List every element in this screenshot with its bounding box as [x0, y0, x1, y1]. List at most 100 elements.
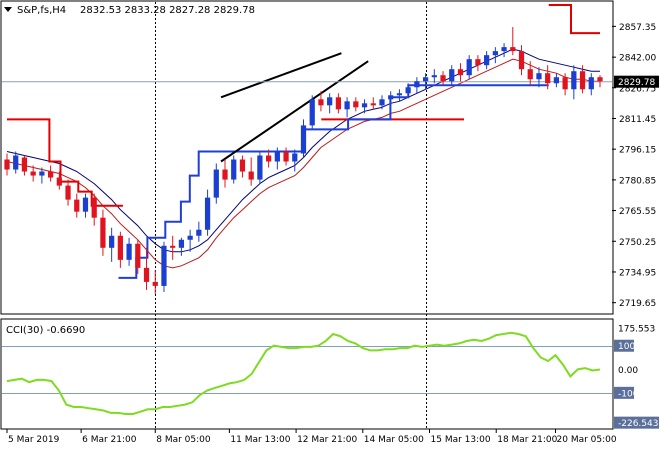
- candle: [231, 155, 237, 184]
- candle: [422, 73, 429, 90]
- candle-body: [65, 185, 71, 200]
- cci-line: [6, 331, 601, 415]
- session-separators: [155, 2, 427, 428]
- candle-body: [501, 47, 507, 52]
- candle-body: [135, 243, 141, 268]
- candle: [579, 65, 586, 94]
- candle-body: [353, 101, 359, 108]
- candle: [74, 193, 80, 218]
- candle-body: [466, 59, 472, 76]
- candle: [239, 155, 246, 178]
- time-tick-label: 8 Mar 05:00: [156, 435, 211, 445]
- candle: [484, 51, 490, 70]
- price-tick-label: 2719.65: [619, 299, 656, 309]
- candle-body: [248, 171, 254, 180]
- candle: [405, 83, 411, 98]
- time-tick-label: 14 Mar 05:00: [364, 435, 424, 445]
- candle-body: [536, 73, 542, 80]
- candle-body: [405, 87, 411, 94]
- cci-layer: [6, 331, 601, 415]
- candle: [396, 89, 403, 102]
- candle-body: [152, 281, 158, 286]
- candle-body: [4, 159, 10, 170]
- time-tick-label: 6 Mar 21:00: [82, 435, 137, 445]
- candle: [13, 151, 19, 174]
- candle-body: [388, 95, 394, 100]
- candle: [457, 63, 464, 82]
- price-tick-label: 2765.55: [619, 207, 656, 217]
- candle-body: [414, 81, 420, 88]
- time-tick-label: 11 Mar 13:00: [230, 435, 290, 445]
- trendline: [220, 60, 369, 163]
- time-tick-label: 5 Mar 2019: [8, 435, 60, 445]
- candle: [553, 73, 560, 88]
- cci-axis: 175.553 100 0.00 -100 -226.5438: [614, 324, 660, 429]
- candle: [344, 97, 350, 118]
- candle-body: [300, 125, 307, 154]
- candle: [82, 193, 89, 218]
- candle-body: [274, 151, 280, 162]
- candle: [597, 75, 603, 88]
- candle: [161, 241, 167, 292]
- candle: [100, 209, 106, 256]
- candle-body: [553, 77, 560, 84]
- candle-body: [370, 103, 376, 106]
- candle: [379, 95, 385, 110]
- candle-body: [327, 97, 333, 106]
- candle: [466, 55, 472, 80]
- price-panel-frame: [0, 0, 614, 315]
- candle-body: [74, 199, 80, 212]
- candle-body: [579, 71, 586, 90]
- candle: [431, 69, 437, 84]
- time-tick-label: 18 Mar 21:00: [497, 435, 557, 445]
- candle: [562, 73, 568, 96]
- candle-body: [222, 169, 228, 180]
- ma-slow-line: [6, 48, 600, 253]
- candle-body: [344, 101, 350, 110]
- symbol-label: S&P,fs,H4: [17, 5, 66, 16]
- candle: [152, 269, 158, 294]
- candle: [170, 235, 176, 260]
- cci-level-box: [614, 416, 659, 429]
- candle-body: [187, 235, 193, 240]
- candle-body: [178, 239, 185, 248]
- candle: [204, 189, 211, 236]
- candle-body: [597, 77, 603, 82]
- candle: [300, 119, 307, 158]
- time-tick-label: 12 Mar 21:00: [297, 435, 357, 445]
- ma-fast-line: [6, 58, 600, 269]
- candle-body: [492, 51, 498, 56]
- candle: [4, 153, 10, 176]
- time-tick-label: 20 Mar 05:00: [557, 435, 617, 445]
- candle: [510, 27, 516, 56]
- price-tick-label: 2734.95: [619, 268, 656, 278]
- candle-body: [292, 153, 298, 162]
- candle: [475, 55, 481, 72]
- price-tick-label: 2842.00: [619, 54, 656, 64]
- candle: [527, 61, 533, 86]
- candle-body: [510, 47, 516, 52]
- candle-body: [257, 155, 263, 180]
- candle: [47, 165, 54, 182]
- candle-body: [143, 267, 150, 282]
- candle: [222, 159, 228, 188]
- candle: [440, 71, 446, 86]
- candle-body: [161, 245, 167, 286]
- time-axis: 5 Mar 2019 6 Mar 21:00 8 Mar 05:00 11 Mar 1…: [6, 429, 617, 445]
- collapse-arrow-icon[interactable]: [4, 7, 12, 12]
- candle: [536, 67, 542, 88]
- last-price-badge: 2829.78: [614, 75, 659, 88]
- candle-body: [475, 59, 481, 66]
- candle: [91, 193, 97, 226]
- candles-layer[interactable]: [4, 27, 603, 294]
- candle: [283, 147, 289, 166]
- candle-body: [379, 99, 385, 106]
- candle: [501, 43, 507, 58]
- candle-body: [21, 157, 28, 172]
- cci-tick-label: -100: [618, 389, 639, 399]
- cci-tick-label: 100: [618, 342, 635, 352]
- candle: [178, 237, 185, 256]
- price-tick-label: 2780.85: [619, 176, 656, 186]
